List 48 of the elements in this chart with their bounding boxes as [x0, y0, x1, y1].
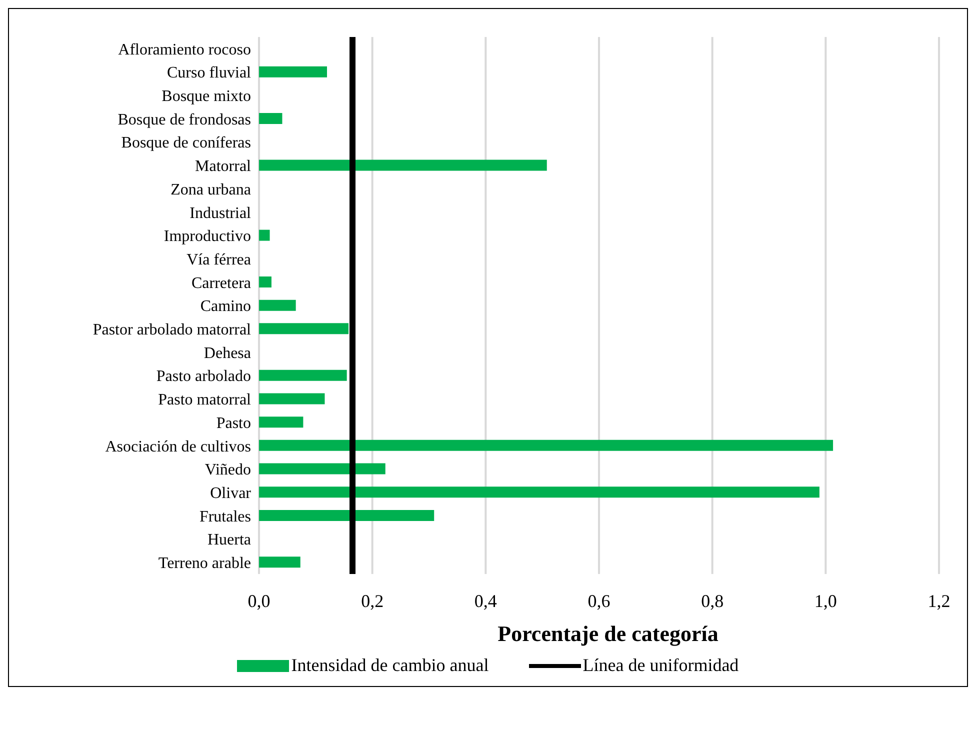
- bar: [259, 393, 325, 404]
- y-tick-label: Carretera: [191, 274, 251, 292]
- x-axis-title: Porcentaje de categoría: [496, 621, 720, 647]
- bar: [259, 66, 327, 78]
- y-tick-label: Terreno arable: [158, 555, 251, 572]
- y-tick-label: Pasto: [216, 414, 251, 432]
- y-tick-label: Olivar: [210, 484, 252, 502]
- bar: [259, 486, 820, 498]
- x-tick-label: 0,0: [248, 590, 270, 611]
- bar: [259, 113, 282, 124]
- y-tick-label: Industrial: [190, 204, 252, 222]
- bar: [259, 230, 270, 241]
- y-tick-label: Pasto arbolado: [156, 368, 251, 386]
- bar: [259, 160, 547, 171]
- bar: [259, 463, 386, 474]
- y-tick-label: Viñedo: [204, 462, 251, 479]
- y-tick-label: Dehesa: [204, 344, 251, 362]
- bar: [259, 556, 300, 568]
- y-tick-label: Frutales: [199, 508, 251, 526]
- x-tick-label: 0,8: [701, 590, 724, 611]
- x-tick-label: 1,2: [928, 590, 950, 611]
- y-tick-label: Bosque de coníferas: [121, 134, 251, 152]
- x-tick-label: 0,6: [588, 590, 610, 611]
- legend-label: Línea de uniformidad: [582, 655, 739, 676]
- bar: [259, 510, 434, 521]
- y-tick-label: Bosque mixto: [162, 88, 251, 106]
- bar: [259, 300, 296, 311]
- y-tick-label: Zona urbana: [170, 181, 251, 198]
- bar: [259, 276, 272, 288]
- y-tick-label: Bosque de frondosas: [118, 111, 251, 128]
- x-tick-label: 0,4: [474, 590, 497, 611]
- y-tick-label: Asociación de cultivos: [105, 438, 251, 456]
- y-tick-label: Camino: [200, 298, 251, 316]
- y-tick-label: Curso fluvial: [167, 64, 252, 82]
- y-tick-label: Huerta: [207, 532, 251, 549]
- x-tick-label: 1,0: [814, 590, 837, 611]
- y-tick-label: Matorral: [195, 158, 252, 176]
- y-tick-label: Improductivo: [164, 228, 251, 246]
- legend-label: Intensidad de cambio anual: [291, 655, 489, 676]
- y-tick-label: Afloramiento rocoso: [118, 41, 251, 58]
- y-tick-label: Pasto matorral: [158, 392, 252, 409]
- y-tick-label: Vía férrea: [186, 251, 251, 268]
- bar: [259, 370, 347, 381]
- y-tick-label: Pastor arbolado matorral: [92, 322, 252, 339]
- x-tick-label: 0,2: [361, 590, 384, 611]
- bar: [259, 416, 304, 428]
- bar: [259, 323, 349, 334]
- bar: [259, 440, 834, 451]
